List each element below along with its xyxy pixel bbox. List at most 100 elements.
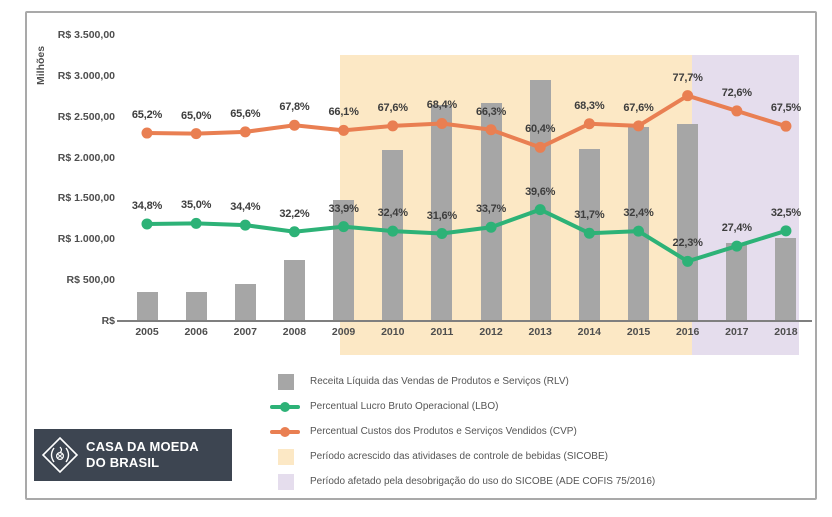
bar-2014 [578,148,600,321]
bar-2018 [775,237,797,321]
lbo-label-2012: 33,7% [475,203,507,216]
cvp-dot-swatch [280,426,290,437]
year-label-2008: 2008 [282,326,307,338]
cvp-label-2010: 67,6% [377,101,408,114]
legend-item-pos-sicobe: Período afetado pela desobrigação do uso… [270,473,655,490]
y-tick-2000: R$ 2.000,00 [57,151,115,164]
lbo-label-2014: 31,7% [574,209,605,222]
cvp-label-2016: 77,7% [672,71,703,84]
year-label-2017: 2017 [725,326,749,338]
legend-label-lbo: Percentual Lucro Bruto Operacional (LBO) [310,401,499,412]
year-label-2010: 2010 [381,326,405,338]
legend-label-cvp: Percentual Custos dos Produtos e Serviço… [310,426,577,437]
sicobe-swatch-wrap [270,448,302,465]
lbo-label-2015: 32,4% [623,207,654,220]
bar-2009 [333,200,355,321]
year-label-2006: 2006 [184,326,208,338]
year-label-2005: 2005 [135,326,159,338]
year-label-2015: 2015 [626,326,651,338]
cvp-label-2008: 67,8% [279,101,310,114]
year-label-2012: 2012 [479,326,503,338]
lbo-label-2005: 34,8% [131,199,163,212]
cvp-swatch-wrap [270,426,302,437]
year-label-2011: 2011 [430,326,454,338]
chart-figure: Milhões R$ 3.500,00 R$ 3.000,00 R$ 2.500,0… [25,11,817,500]
mint-diamond-icon [41,436,79,474]
y-tick-1500: R$ 1.500,00 [57,192,115,205]
y-tick-1000: R$ 1.000,00 [57,233,115,246]
sicobe-swatch [278,448,294,465]
bar-2006 [185,292,207,321]
legend-item-lbo: Percentual Lucro Bruto Operacional (LBO) [270,398,655,415]
lbo-label-2010: 32,4% [377,207,408,220]
bar-2013 [529,79,551,321]
lbo-label-2006: 35,0% [181,199,212,212]
legend-label-sicobe: Período acrescido das atividases de cont… [310,451,608,462]
bar-2015 [628,126,649,321]
cvp-point-2006 [190,128,202,140]
lbo-point-2008 [288,226,300,238]
rlv-swatch-wrap [270,373,302,390]
y-tick-0: R$ [101,315,115,327]
bar-2005 [136,292,158,321]
lbo-label-2018: 32,5% [770,206,802,219]
pos-sicobe-swatch [278,473,294,490]
year-label-2014: 2014 [577,326,602,338]
bar-2017 [726,242,748,321]
cvp-label-2009: 66,1% [328,106,359,119]
lbo-swatch-wrap [270,401,302,412]
lbo-label-2008: 32,2% [279,207,310,220]
logo-line2: DO BRASIL [86,455,160,470]
cvp-label-2012: 66,3% [475,105,507,118]
bar-2008 [283,259,305,321]
cvp-label-2018: 67,5% [770,102,802,115]
cvp-line-swatch [270,426,300,437]
y-tick-2500: R$ 2.500,00 [57,110,115,123]
lbo-label-2013: 39,6% [525,185,556,198]
cvp-label-2007: 65,6% [230,107,261,120]
pos-sicobe-swatch-wrap [270,473,302,490]
cvp-point-2005 [141,127,153,139]
lbo-label-2009: 33,9% [328,202,359,215]
bar-2010 [382,150,404,321]
legend-label-pos-sicobe: Período afetado pela desobrigação do uso… [310,476,656,487]
cvp-label-2017: 72,6% [721,86,752,99]
y-tick-500: R$ 500,00 [66,274,115,287]
legend-item-rlv: Receita Líquida das Vendas de Produtos e… [270,373,655,390]
logo-text: CASA DA MOEDA DO BRASIL [86,439,199,470]
legend-label-rlv: Receita Líquida das Vendas de Produtos e… [310,376,569,387]
lbo-point-2006 [190,217,202,229]
y-tick-3000: R$ 3.000,00 [57,69,115,82]
lbo-label-2016: 22,3% [672,237,703,250]
cvp-label-2014: 68,3% [574,99,605,112]
rlv-swatch [278,373,294,390]
lbo-point-2007 [239,219,251,231]
x-axis-line [117,320,812,322]
cvp-label-2011: 68,4% [426,99,457,112]
lbo-line-swatch [270,401,300,412]
lbo-label-2007: 34,4% [230,201,261,214]
lbo-label-2011: 31,6% [426,209,457,222]
lbo-dot-swatch [280,401,290,412]
bar-2016 [677,124,699,321]
year-label-2009: 2009 [331,326,356,338]
cvp-point-2007 [239,126,251,138]
lbo-label-2017: 27,4% [721,222,752,235]
casa-da-moeda-logo: CASA DA MOEDA DO BRASIL [34,429,232,481]
year-label-2013: 2013 [528,326,552,338]
chart-plot-area: Milhões R$ 3.500,00 R$ 3.000,00 R$ 2.500,0… [27,13,815,498]
bar-2007 [234,284,256,321]
cvp-label-2006: 65,0% [181,109,212,122]
lbo-point-2005 [141,218,153,230]
year-label-2018: 2018 [774,326,798,338]
y-tick-3500: R$ 3.500,00 [57,29,115,41]
year-label-2007: 2007 [233,326,257,338]
cvp-label-2013: 60,4% [525,123,556,136]
cvp-point-2008 [288,119,300,131]
logo-line1: CASA DA MOEDA [86,439,199,455]
cvp-label-2005: 65,2% [131,109,163,122]
cvp-label-2015: 67,6% [623,101,654,114]
year-label-2016: 2016 [675,326,700,338]
chart-legend: Receita Líquida das Vendas de Produtos e… [270,373,655,498]
legend-item-sicobe: Período acrescido das atividases de cont… [270,448,655,465]
